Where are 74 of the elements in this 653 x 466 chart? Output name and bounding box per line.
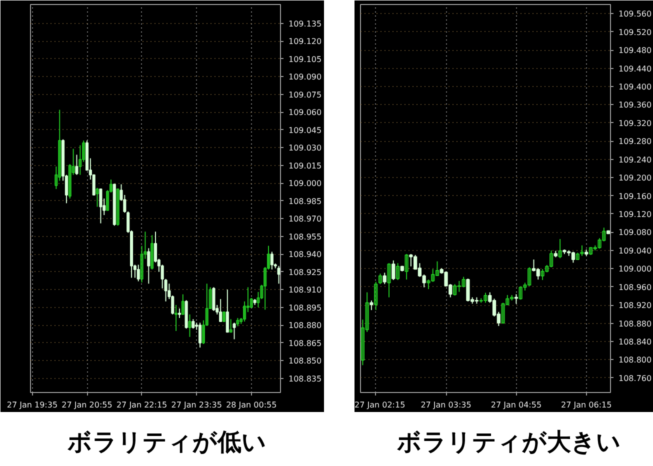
y-tick-label: 108.910	[288, 286, 322, 295]
y-tick-label: 108.880	[288, 321, 322, 330]
x-tick-label: 27 Jan 02:15	[354, 400, 406, 410]
text: ボラリティが低い	[68, 427, 266, 458]
candlestick	[147, 248, 150, 284]
candlestick	[270, 251, 274, 270]
y-tick-label: 108.880	[618, 319, 652, 328]
candlestick	[150, 234, 154, 270]
y-tick-label: 109.080	[618, 228, 652, 238]
y-tick-label: 109.480	[618, 46, 652, 56]
y-tick-label: 109.120	[288, 37, 322, 46]
x-tick-label: 27 Jan 20:55	[62, 400, 112, 410]
y-tick-label: 108.960	[618, 282, 652, 292]
y-tick-label: 109.200	[618, 174, 652, 183]
candlestick	[188, 314, 192, 338]
y-tick-label: 109.320	[618, 118, 652, 128]
y-tick-label: 109.240	[618, 155, 652, 164]
candlestick	[229, 318, 232, 333]
y-tick-label: 108.760	[618, 374, 652, 383]
x-tick-label: 27 Jan 06:15	[561, 400, 612, 410]
x-tick-label: 27 Jan 22:15	[116, 400, 168, 410]
y-tick-label: 108.865	[288, 338, 322, 348]
y-tick-label: 108.850	[288, 356, 322, 366]
y-tick-label: 109.060	[288, 108, 322, 118]
y-tick-label: 108.840	[618, 337, 652, 346]
candlestick	[96, 187, 99, 208]
y-tick-label: 109.360	[618, 100, 652, 110]
y-tick-label: 109.120	[618, 210, 652, 219]
candlestick	[174, 304, 178, 332]
x-tick-label: 27 Jan 19:35	[6, 400, 58, 410]
y-tick-label: 108.920	[618, 301, 652, 310]
x-tick-label: 28 Jan 00:55	[226, 400, 277, 410]
y-tick-label: 109.030	[288, 144, 322, 153]
y-tick-label: 109.105	[288, 54, 322, 64]
y-tick-label: 108.895	[288, 303, 322, 312]
x-tick-label: 27 Jan 03:35	[420, 400, 472, 410]
candlestick	[99, 188, 102, 224]
y-tick-label: 108.955	[288, 232, 322, 242]
y-tick-label: 109.280	[618, 137, 652, 146]
y-tick-label: 109.520	[618, 28, 652, 37]
x-tick-label: 27 Jan 23:35	[171, 400, 222, 410]
y-tick-label: 109.045	[288, 126, 322, 135]
y-tick-label: 109.090	[288, 72, 322, 82]
candlestick	[226, 289, 229, 333]
y-tick-label: 109.400	[618, 82, 652, 92]
candlestick	[212, 286, 216, 312]
candlestick	[78, 144, 82, 176]
y-tick-label: 109.440	[618, 64, 652, 74]
candlestick	[178, 308, 181, 318]
y-tick-label: 109.560	[618, 10, 652, 19]
y-tick-label: 108.800	[618, 356, 652, 365]
y-tick-label: 109.075	[288, 90, 322, 100]
x-tick-label: 27 Jan 04:55	[490, 400, 542, 410]
y-tick-label: 108.985	[288, 196, 322, 206]
candlestick	[181, 294, 184, 315]
candlestick	[192, 318, 195, 330]
candlestick	[136, 264, 140, 282]
candlestick	[116, 188, 120, 226]
text: ボラリティが大きい	[397, 427, 621, 458]
y-tick-label: 108.835	[288, 374, 322, 384]
y-tick-label: 108.970	[288, 214, 322, 224]
y-tick-label: 109.000	[618, 264, 652, 274]
candlestick	[219, 298, 222, 322]
candlestick	[222, 312, 226, 322]
candlestick	[75, 154, 78, 176]
candlestick	[198, 322, 202, 348]
y-tick-label: 109.135	[288, 19, 322, 28]
y-tick-label: 109.000	[288, 179, 322, 188]
y-tick-label: 108.940	[288, 250, 322, 260]
candlestick	[232, 322, 236, 340]
y-tick-label: 108.925	[288, 268, 322, 277]
y-tick-label: 109.040	[618, 246, 652, 256]
y-tick-label: 109.015	[288, 161, 322, 170]
y-tick-label: 109.160	[618, 192, 652, 201]
